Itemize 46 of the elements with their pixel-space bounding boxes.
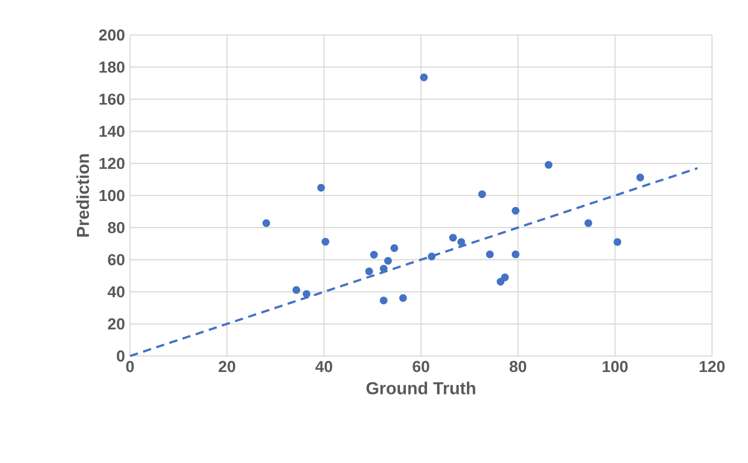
point	[428, 252, 436, 260]
y-tick-label: 0	[116, 350, 124, 362]
x-tick-label: 0	[126, 360, 134, 372]
point	[512, 250, 520, 258]
point	[370, 250, 378, 259]
x-tick-label: 120	[700, 360, 725, 372]
y-tick-label: 140	[100, 126, 124, 137]
point	[512, 206, 520, 215]
point	[390, 244, 398, 252]
point	[365, 268, 373, 276]
point	[384, 256, 392, 265]
point	[420, 73, 428, 82]
y-tick-label: 20	[108, 318, 124, 330]
y-tick-label: 200	[99, 29, 124, 41]
y-axis-title: Prediction	[76, 154, 90, 237]
x-tick-label: 20	[218, 360, 236, 372]
point	[292, 286, 300, 294]
point	[614, 238, 622, 246]
point	[380, 296, 388, 304]
point	[262, 219, 270, 227]
point	[449, 234, 457, 242]
x-tick-label: 60	[412, 360, 430, 372]
point	[457, 238, 466, 246]
point	[317, 184, 325, 192]
x-tick-label: 100	[602, 360, 628, 372]
point	[478, 190, 486, 198]
point	[302, 290, 310, 298]
x-tick-label: 80	[510, 360, 526, 372]
point	[636, 174, 644, 182]
y-tick-label: 40	[108, 286, 124, 298]
y-tick-label: 160	[100, 94, 124, 105]
y-tick-label: 100	[100, 190, 124, 202]
y-tick-label: 180	[100, 61, 124, 73]
point	[380, 264, 388, 273]
y-tick-label: 80	[108, 222, 124, 234]
x-tick-label: 40	[315, 360, 332, 372]
y-tick-label: 60	[108, 254, 124, 266]
y-tick-label: 120	[100, 158, 124, 170]
point	[544, 160, 552, 169]
point	[486, 250, 494, 258]
point	[322, 238, 330, 246]
point	[584, 219, 592, 227]
point	[501, 273, 509, 282]
point	[399, 294, 407, 302]
point	[496, 278, 504, 286]
x-axis-title: Ground Truth	[366, 382, 476, 394]
